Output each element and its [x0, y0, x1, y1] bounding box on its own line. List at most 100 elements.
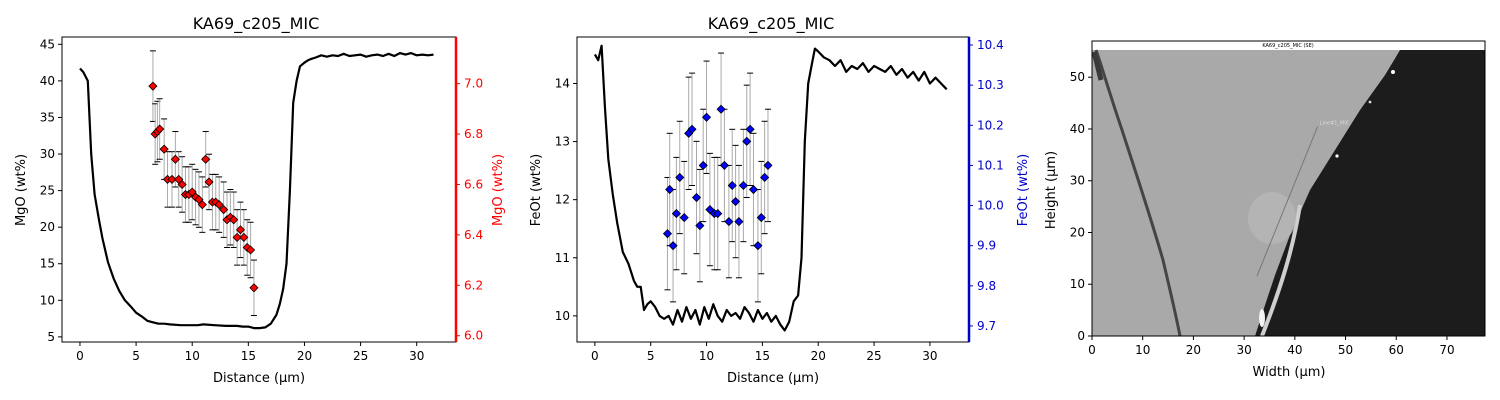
right-y-tick-label: 6.0	[464, 329, 483, 343]
y-tick-label: 10	[40, 293, 55, 307]
data-point	[687, 124, 697, 134]
x-tick-label: 30	[409, 349, 424, 363]
mgo-data-points	[148, 81, 259, 293]
data-point	[177, 179, 187, 190]
y-tick-label: 25	[40, 184, 55, 198]
data-point	[159, 144, 169, 154]
x-tick-label: 0	[591, 349, 599, 363]
right-y-tick-label: 9.8	[977, 279, 996, 293]
data-point	[668, 241, 678, 251]
crack-line	[1094, 49, 1182, 336]
mgo-x-ticks: 0 5 10 15 20 25 30	[76, 342, 424, 363]
data-point	[731, 196, 741, 207]
y-tick-label: 30	[1070, 174, 1085, 188]
speck	[1368, 100, 1372, 104]
data-point	[235, 225, 246, 235]
data-point	[716, 104, 726, 114]
mgo-chart: KA69_c205_MIC 0 5 10 15 20 25 30 5 10 15 20 25 30 35…	[14, 14, 506, 386]
x-tick-label: 10	[699, 349, 714, 363]
right-y-tick-label: 10.3	[977, 78, 1004, 92]
data-point	[695, 221, 705, 231]
x-tick-label: 15	[241, 349, 256, 363]
mgo-plot-frame	[61, 36, 457, 343]
data-point	[249, 283, 259, 293]
y-tick-label: 20	[40, 220, 55, 234]
data-point	[727, 180, 737, 191]
data-point	[756, 213, 766, 223]
image-frame	[1091, 40, 1486, 337]
feot-plot-frame	[576, 36, 970, 343]
y-tick-label: 5	[47, 330, 55, 344]
data-point	[155, 124, 165, 134]
x-tick-label: 30	[1236, 343, 1251, 357]
data-point	[724, 217, 734, 227]
x-tick-label: 15	[755, 349, 770, 363]
data-point	[701, 112, 712, 122]
data-point	[745, 124, 755, 134]
x-tick-label: 20	[297, 349, 312, 363]
data-point	[671, 209, 681, 219]
right-y-tick-label: 6.8	[464, 127, 483, 141]
feot-chart: KA69_c205_MIC 0 5 10 15 20 25 30 10 11 12 13 14 9.…	[529, 14, 1031, 386]
x-tick-label: 60	[1389, 343, 1404, 357]
image-x-axis-label: Width (µm)	[1253, 365, 1326, 380]
data-point	[232, 232, 242, 242]
feot-right-y-axis-label: FeOt (wt%)	[1016, 154, 1031, 226]
sem-image: Line#1_MIC KA69_c205_MIC (SE)	[1092, 41, 1485, 336]
data-point	[167, 174, 177, 184]
data-point	[665, 184, 675, 195]
sem-image-panel: Line#1_MIC KA69_c205_MIC (SE) 0 10 20 30 40 5…	[1044, 40, 1486, 380]
mgo-right-y-ticks: 6.0 6.2 6.4 6.6 6.8 7.0	[456, 77, 483, 343]
right-y-tick-label: 6.4	[464, 228, 483, 242]
data-point	[734, 217, 744, 227]
data-point	[760, 172, 770, 183]
feot-data-points	[662, 104, 773, 251]
right-y-tick-label: 10.0	[977, 199, 1004, 213]
feot-chart-title: KA69_c205_MIC	[708, 14, 835, 34]
data-point	[204, 177, 214, 187]
x-tick-label: 70	[1439, 343, 1454, 357]
x-tick-label: 10	[1135, 343, 1150, 357]
right-y-tick-label: 6.6	[464, 177, 483, 191]
data-point	[753, 241, 763, 251]
image-y-axis-label: Height (µm)	[1044, 151, 1059, 229]
x-tick-label: 20	[811, 349, 826, 363]
feot-y-axis-label: FeOt (wt%)	[529, 154, 544, 226]
image-x-ticks: 0 10 20 30 40 50 60 70	[1088, 336, 1455, 357]
right-y-tick-label: 10.1	[977, 158, 1004, 172]
feot-x-ticks: 0 5 10 15 20 25 30	[591, 342, 938, 363]
speck	[1335, 154, 1339, 158]
mgo-right-y-axis-label: MgO (wt%)	[491, 154, 506, 226]
x-tick-label: 25	[353, 349, 368, 363]
right-y-tick-label: 9.9	[977, 239, 996, 253]
data-point	[691, 192, 702, 203]
right-y-tick-label: 10.4	[977, 38, 1004, 52]
inclusion	[1248, 192, 1296, 244]
data-point	[763, 160, 773, 170]
x-tick-label: 50	[1338, 343, 1353, 357]
x-tick-label: 30	[922, 349, 937, 363]
data-point	[662, 229, 673, 239]
data-point	[719, 160, 729, 170]
data-point	[713, 209, 723, 219]
y-tick-label: 50	[1070, 70, 1085, 84]
data-point	[698, 160, 708, 170]
transect-line	[1256, 126, 1319, 277]
data-point	[170, 154, 180, 164]
mgo-y-axis-label: MgO (wt%)	[14, 154, 29, 226]
matrix-region	[1255, 50, 1485, 336]
x-tick-label: 5	[132, 349, 140, 363]
speck	[1391, 70, 1395, 74]
feot-y-ticks: 10 11 12 13 14	[555, 76, 577, 323]
y-tick-label: 10	[1070, 277, 1085, 291]
y-tick-label: 0	[1077, 329, 1085, 343]
y-tick-label: 20	[1070, 225, 1085, 239]
data-point	[675, 172, 685, 183]
mgo-error-bars	[149, 50, 257, 317]
bright-rim	[1260, 204, 1302, 336]
image-y-ticks: 0 10 20 30 40 50	[1070, 70, 1092, 343]
mgo-y-ticks: 5 10 15 20 25 30 35 40 45	[40, 37, 62, 344]
data-point	[239, 232, 249, 242]
right-y-tick-label: 9.7	[977, 319, 996, 333]
